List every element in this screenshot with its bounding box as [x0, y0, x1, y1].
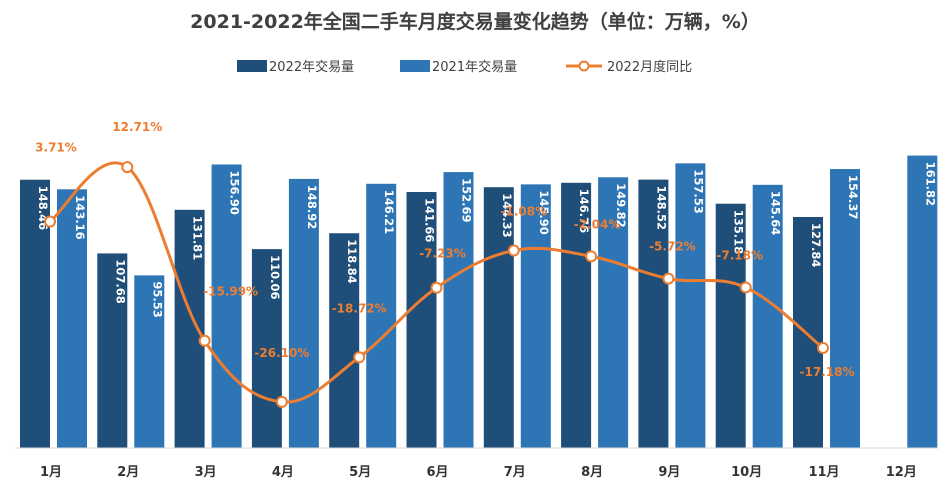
yoy-point-8 — [585, 250, 598, 263]
yoy-line-layer: 3.71% 12.71% -15.99% -26.10% -18.72% -7.23% -1… — [35, 120, 855, 408]
yoy-line — [49, 161, 824, 404]
chart-title: 2021-2022年全国二手车月度交易量变化趋势（单位：万辆，%） — [190, 10, 760, 33]
bar-2022-3 — [174, 209, 205, 448]
chart-legend: 2022年交易量 2021年交易量 2022月度同比 — [237, 59, 692, 75]
bar-label-2021-8: 149.82 — [614, 183, 628, 227]
x-tick-9: 9月 — [658, 465, 680, 480]
bar-2021-10 — [752, 184, 783, 448]
bar-2022-8 — [561, 182, 592, 448]
bar-label-2021-12: 161.82 — [923, 162, 937, 206]
bar-2021-7 — [520, 184, 551, 448]
bar-2022-6 — [406, 192, 437, 448]
yoy-point-5 — [353, 351, 366, 364]
bar-2021-9 — [675, 163, 706, 448]
bar-label-2022-6: 141.66 — [423, 198, 437, 242]
x-tick-3: 3月 — [195, 465, 217, 480]
bar-2022-4 — [251, 249, 282, 448]
legend-swatch-0 — [237, 60, 267, 72]
bar-label-2022-5: 118.84 — [345, 239, 359, 283]
yoy-point-3 — [198, 334, 211, 347]
bar-2021-2 — [134, 275, 165, 448]
bar-label-2021-5: 146.21 — [382, 190, 396, 234]
bar-label-2021-10: 145.64 — [769, 191, 783, 235]
bar-label-2021-11: 154.37 — [846, 175, 860, 219]
x-tick-4: 4月 — [272, 465, 294, 480]
bar-2022-10 — [715, 203, 746, 448]
yoy-label-9: -5.72% — [649, 240, 696, 254]
x-tick-7: 7月 — [504, 465, 526, 480]
legend-marker-2 — [578, 60, 590, 72]
bar-2021-6 — [443, 172, 474, 448]
x-tick-12: 12月 — [886, 465, 917, 480]
bar-label-2022-3: 131.81 — [191, 216, 205, 260]
yoy-point-9 — [662, 272, 675, 285]
yoy-label-7: -1.08% — [500, 205, 547, 219]
yoy-point-2 — [121, 161, 134, 174]
bar-2021-3 — [211, 164, 242, 449]
bar-label-2021-9: 157.53 — [691, 169, 705, 213]
bar-2021-8 — [598, 177, 629, 448]
x-tick-10: 10月 — [731, 465, 762, 480]
bar-label-2021-3: 156.90 — [228, 170, 242, 214]
bar-2022-7 — [483, 187, 514, 449]
yoy-label-5: -18.72% — [332, 301, 387, 315]
bar-2021-11 — [830, 169, 860, 448]
yoy-point-1 — [44, 215, 56, 228]
bar-label-2021-6: 152.69 — [460, 178, 474, 222]
yoy-point-6 — [430, 281, 443, 294]
yoy-label-11: -17.18% — [800, 365, 855, 379]
yoy-label-8: -2.04% — [574, 217, 621, 231]
bar-label-2022-7: 144.33 — [500, 193, 514, 237]
x-tick-6: 6月 — [426, 465, 448, 480]
legend-label-1: 2021年交易量 — [432, 59, 517, 75]
bar-label-2021-1: 143.16 — [73, 195, 87, 239]
x-tick-2: 2月 — [117, 465, 139, 480]
yoy-label-4: -26.10% — [254, 346, 309, 360]
bar-label-2022-2: 107.68 — [113, 259, 127, 303]
bar-label-2022-9: 148.52 — [654, 186, 668, 230]
legend-swatch-1 — [400, 60, 430, 72]
bar-label-2022-10: 135.18 — [732, 210, 746, 254]
x-tick-5: 5月 — [349, 465, 371, 480]
x-tick-11: 11月 — [808, 465, 839, 480]
bar-label-2022-11: 127.84 — [809, 223, 823, 267]
bar-2022-5 — [329, 233, 360, 448]
bar-2021-4 — [288, 178, 319, 449]
yoy-point-4 — [275, 395, 288, 408]
x-tick-8: 8月 — [581, 465, 603, 480]
bar-2022-11 — [793, 216, 823, 448]
bar-label-2021-2: 95.53 — [150, 281, 164, 317]
yoy-label-10: -7.18% — [716, 248, 763, 262]
yoy-point-11 — [817, 341, 829, 354]
bar-2021-1 — [57, 189, 87, 448]
bar-label-2022-8: 146.76 — [577, 189, 591, 233]
legend-label-2: 2022月度同比 — [607, 59, 692, 75]
bar-2021-12 — [907, 155, 938, 449]
bar-label-2021-4: 148.92 — [305, 185, 319, 229]
legend-label-0: 2022年交易量 — [269, 59, 354, 75]
yoy-label-6: -7.23% — [419, 247, 466, 261]
bar-label-2021-7: 145.90 — [537, 190, 551, 234]
bar-2022-2 — [97, 253, 128, 448]
bar-label-2022-4: 110.06 — [268, 255, 282, 299]
yoy-label-3: -15.99% — [203, 285, 258, 299]
bar-2021-5 — [366, 183, 397, 448]
yoy-point-7 — [507, 244, 520, 257]
x-axis-ticks: 1月 2月 3月 4月 5月 6月 7月 8月 9月 10月 11月 12月 — [40, 465, 917, 480]
bar-2022-9 — [638, 179, 669, 448]
yoy-label-1: 3.71% — [35, 141, 77, 155]
yoy-point-10 — [739, 281, 752, 294]
x-tick-1: 1月 — [40, 465, 62, 480]
yoy-label-2: 12.71% — [112, 120, 162, 134]
